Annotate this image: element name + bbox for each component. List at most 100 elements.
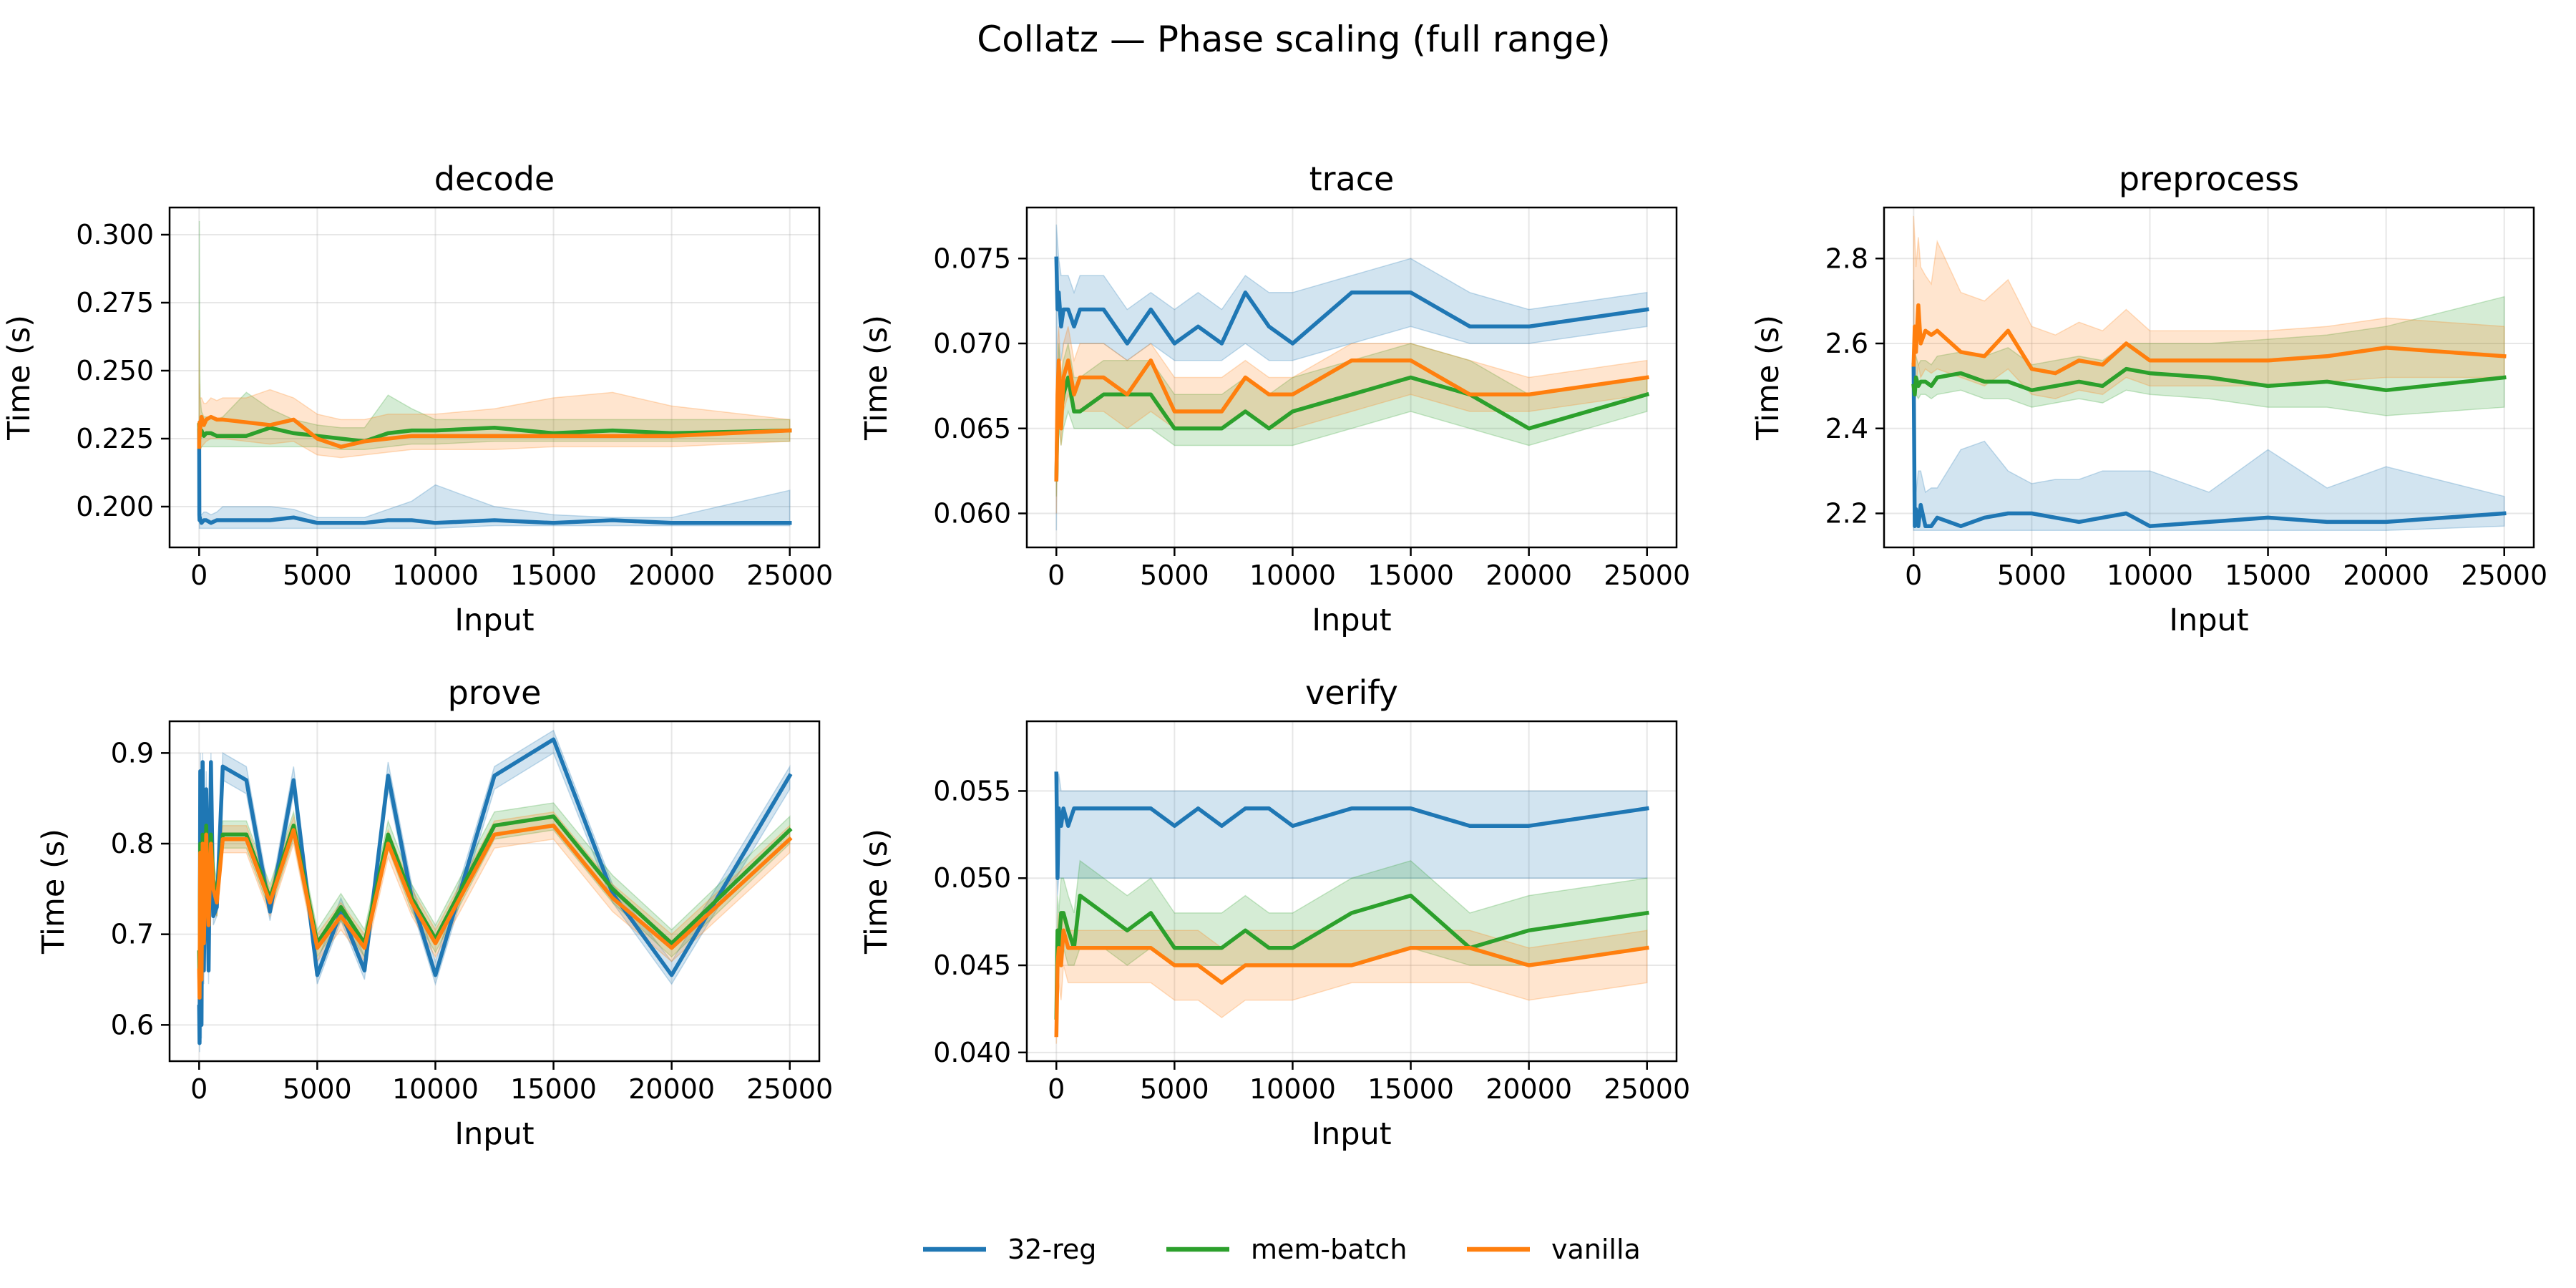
- axes-frame: [168, 720, 821, 1063]
- y-tick-label: 2.4: [1825, 413, 1868, 444]
- series-line-32-reg: [1911, 362, 2507, 529]
- x-tick-label: 25000: [746, 560, 833, 591]
- y-tick-label: 2.6: [1825, 328, 1868, 359]
- y-tick-label: 2.2: [1825, 498, 1868, 530]
- y-axis-label: Time (s): [1750, 315, 1786, 441]
- x-axis-label: Input: [454, 602, 534, 638]
- axes-frame: [168, 206, 821, 549]
- series-line-vanilla: [1911, 303, 2507, 376]
- y-tick-label: 0.300: [76, 219, 154, 250]
- x-tick-label: 15000: [510, 1073, 597, 1105]
- y-tick-label: 0.075: [933, 243, 1011, 274]
- y-tick-label: 2.8: [1825, 243, 1868, 274]
- x-tick-label: 10000: [392, 1073, 479, 1105]
- x-axis-label: Input: [454, 1116, 534, 1152]
- plot-area: [1054, 771, 1649, 1044]
- x-tick-label: 10000: [2107, 560, 2193, 591]
- subplot-verify: 0 5000 10000 15000 20000 25000 0.040 0.045 0.050…: [859, 673, 1690, 1152]
- band-vanilla: [1055, 912, 1648, 1044]
- x-axis-label: Input: [1312, 1116, 1391, 1152]
- x-tick-label: 15000: [1367, 1073, 1454, 1105]
- y-tick-label: 0.200: [76, 491, 154, 522]
- legend: 32-reg mem-batch vanilla: [923, 1234, 1641, 1265]
- y-tick-label: 0.225: [76, 423, 154, 454]
- x-tick-label: 20000: [1485, 560, 1572, 591]
- x-tick-label: 5000: [1997, 560, 2067, 591]
- legend-label-mem-batch: mem-batch: [1251, 1234, 1407, 1265]
- plot-area: [197, 729, 793, 1053]
- series-line-vanilla: [197, 823, 793, 1000]
- band-32-reg: [1055, 224, 1648, 531]
- x-tick-label: 25000: [2461, 560, 2547, 591]
- x-tick-label: 25000: [1604, 560, 1690, 591]
- y-tick-label: 0.060: [933, 498, 1011, 530]
- y-axis-label: Time (s): [1, 315, 37, 441]
- x-axis-label: Input: [1312, 602, 1391, 638]
- legend-label-32-reg: 32-reg: [1008, 1234, 1096, 1265]
- legend-label-vanilla: vanilla: [1551, 1234, 1641, 1265]
- series-line-vanilla: [1054, 358, 1649, 482]
- x-tick-label: 0: [1048, 560, 1065, 591]
- x-axis-label: Input: [2169, 602, 2248, 638]
- y-tick-label: 0.9: [111, 737, 154, 769]
- x-tick-label: 20000: [2343, 560, 2429, 591]
- plot-area: [1054, 224, 1650, 531]
- y-axis-label: Time (s): [859, 829, 894, 955]
- y-axis-label: Time (s): [859, 315, 894, 441]
- y-tick-label: 0.065: [933, 413, 1011, 444]
- y-tick-label: 0.7: [111, 919, 154, 950]
- series-line-32-reg: [197, 737, 793, 1045]
- subplot-title: preprocess: [2119, 160, 2299, 198]
- axes-frame: [1025, 206, 1678, 549]
- x-tick-label: 25000: [746, 1073, 833, 1105]
- x-tick-label: 25000: [1604, 1073, 1690, 1105]
- y-tick-label: 0.040: [933, 1037, 1011, 1068]
- x-tick-label: 10000: [1249, 560, 1336, 591]
- band-32-reg: [1055, 773, 1648, 896]
- subplot-trace: 0 5000 10000 15000 20000 25000 0.060 0.065 0.070…: [859, 160, 1690, 638]
- series-line-vanilla: [197, 414, 792, 449]
- x-tick-label: 10000: [1249, 1073, 1336, 1105]
- x-tick-label: 5000: [283, 1073, 352, 1105]
- subplot-title: prove: [448, 673, 542, 712]
- y-tick-label: 0.275: [76, 287, 154, 318]
- x-tick-label: 0: [1048, 1073, 1065, 1105]
- x-tick-label: 0: [1905, 560, 1922, 591]
- x-tick-label: 5000: [1140, 1073, 1209, 1105]
- y-tick-label: 0.050: [933, 862, 1011, 894]
- x-tick-label: 20000: [628, 560, 715, 591]
- subplot-preprocess: 0 5000 10000 15000 20000 25000 2.2 2.4 2.6 2.8 pre…: [1750, 160, 2547, 638]
- y-tick-label: 0.045: [933, 950, 1011, 981]
- series-line-mem-batch: [1911, 366, 2507, 397]
- y-tick-label: 0.055: [933, 775, 1011, 806]
- series-line-32-reg: [1054, 256, 1649, 346]
- x-tick-label: 5000: [1140, 560, 1209, 591]
- x-tick-label: 15000: [1367, 560, 1454, 591]
- y-tick-label: 0.6: [111, 1009, 154, 1040]
- x-tick-label: 15000: [510, 560, 597, 591]
- band-32-reg: [198, 419, 791, 530]
- subplot-title: decode: [434, 160, 555, 198]
- x-tick-label: 10000: [392, 560, 479, 591]
- series-line-vanilla: [1054, 928, 1649, 1038]
- series-line-32-reg: [1054, 771, 1649, 880]
- subplot-title: trace: [1309, 160, 1395, 198]
- band-32-reg: [1913, 279, 2505, 532]
- axes-frame: [1025, 720, 1678, 1063]
- y-tick-label: 0.8: [111, 828, 154, 859]
- subplots: 0 5000 10000 15000 20000 25000 0.200 0.225 0.250…: [1, 160, 2547, 1152]
- subplot-title: verify: [1305, 673, 1398, 712]
- plot-area: [197, 220, 792, 530]
- axes-frame: [1883, 206, 2535, 549]
- subplot-prove: 0 5000 10000 15000 20000 25000 0.6 0.7 0.8 0.9 pro…: [36, 673, 833, 1152]
- figure-title: Collatz — Phase scaling (full range): [977, 19, 1610, 60]
- plot-area: [1911, 215, 2507, 532]
- y-tick-label: 0.250: [76, 355, 154, 386]
- y-tick-label: 0.070: [933, 328, 1011, 359]
- x-tick-label: 20000: [628, 1073, 715, 1105]
- series-line-32-reg: [197, 428, 792, 525]
- x-tick-label: 15000: [2225, 560, 2311, 591]
- x-tick-label: 0: [190, 1073, 208, 1105]
